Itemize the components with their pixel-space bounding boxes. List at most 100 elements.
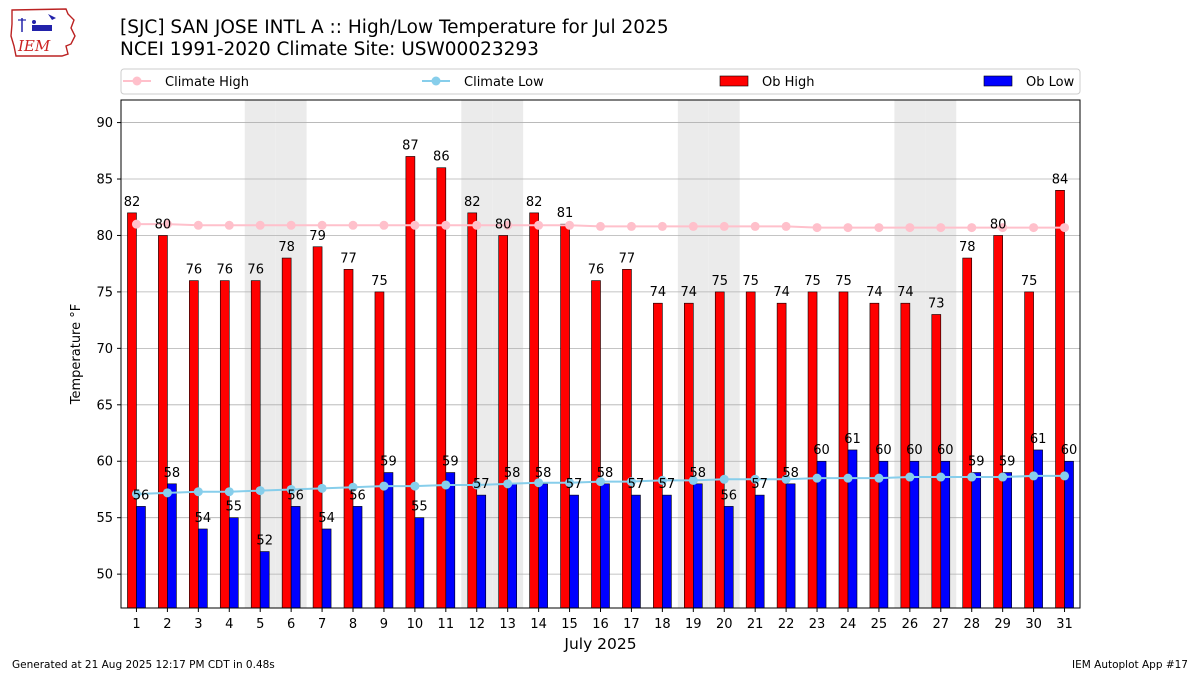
climate-low-point-22 (781, 474, 791, 484)
chart-subtitle: NCEI 1991-2020 Climate Site: USW00023293 (120, 39, 539, 60)
x-tick-label-8: 8 (349, 617, 357, 632)
iem-logo: IEM (8, 6, 80, 60)
ob-high-label-8: 77 (340, 251, 357, 266)
ob-high-bar-22 (776, 302, 787, 609)
climate-high-point-12 (472, 220, 482, 230)
ob-high-label-27: 73 (928, 296, 945, 311)
ob-low-bar-17 (631, 494, 641, 609)
ob-low-bar-15 (569, 494, 579, 609)
climate-low-point-27 (936, 472, 946, 482)
x-tick-label-17: 17 (623, 617, 640, 632)
climate-high-point-5 (255, 220, 265, 230)
ob-high-bar-14 (529, 212, 539, 609)
ob-low-bar-29 (1002, 472, 1012, 609)
climate-low-point-12 (472, 480, 482, 490)
ob-low-label-26: 60 (906, 443, 923, 458)
x-axis-label: July 2025 (563, 635, 636, 653)
ob-high-label-23: 75 (804, 274, 821, 289)
ob-low-bar-28 (971, 472, 982, 609)
x-tick-label-5: 5 (256, 617, 264, 632)
ob-low-bar-26 (909, 460, 920, 609)
ob-high-label-17: 77 (619, 251, 636, 266)
climate-low-point-14 (534, 478, 544, 488)
ob-high-label-19: 74 (681, 285, 698, 300)
ob-high-bar-21 (745, 291, 756, 609)
ob-low-label-13: 58 (504, 466, 521, 481)
ob-high-label-7: 79 (309, 229, 326, 244)
ob-low-label-9: 59 (380, 455, 397, 470)
x-tick-label-21: 21 (747, 617, 764, 632)
ob-high-bar-6 (281, 257, 292, 609)
ob-high-bar-15 (560, 223, 570, 609)
ob-high-bar-16 (591, 280, 601, 609)
ob-high-label-15: 81 (557, 206, 574, 221)
x-tick-label-18: 18 (654, 617, 671, 632)
ob-high-bar-31 (1055, 190, 1065, 609)
climate-low-point-28 (967, 472, 977, 482)
ob-high-label-9: 75 (371, 274, 388, 289)
ob-low-label-29: 59 (999, 455, 1016, 470)
ob-low-label-28: 59 (968, 455, 985, 470)
ob-high-label-16: 76 (588, 263, 605, 278)
x-tick-label-10: 10 (407, 617, 424, 632)
ob-low-label-21: 57 (751, 477, 768, 492)
ob-low-bar-18 (662, 494, 672, 609)
climate-high-point-25 (874, 223, 884, 233)
ob-high-bar-7 (312, 246, 323, 609)
ob-high-label-25: 74 (866, 285, 883, 300)
ob-low-legend-label: Ob Low (1026, 75, 1075, 90)
climate-high-point-9 (379, 220, 389, 230)
climate-low-point-18 (657, 475, 667, 485)
ob-low-bar-24 (847, 449, 858, 609)
ob-low-bar-22 (785, 483, 796, 609)
ob-low-bar-19 (693, 483, 703, 609)
ob-low-bar-21 (754, 494, 765, 609)
climate-low-point-9 (379, 481, 389, 491)
ob-high-label-24: 75 (835, 274, 852, 289)
ob-low-bar-5 (259, 551, 270, 609)
y-tick-label-75: 75 (96, 285, 113, 300)
ob-low-bar-12 (476, 494, 487, 609)
ob-low-label-6: 56 (287, 488, 304, 503)
x-tick-label-31: 31 (1056, 617, 1073, 632)
climate-high-point-18 (657, 221, 667, 231)
x-tick-label-22: 22 (778, 617, 795, 632)
ob-high-bar-19 (684, 302, 694, 609)
ob-high-bar-18 (653, 302, 663, 609)
y-tick-label-85: 85 (96, 173, 113, 188)
x-tick-label-13: 13 (499, 617, 516, 632)
ob-high-bar-2 (158, 235, 168, 609)
climate-high-point-19 (688, 221, 698, 231)
climate-high-point-10 (410, 220, 420, 230)
climate-high-point-14 (534, 220, 544, 230)
x-tick-label-14: 14 (530, 617, 547, 632)
climate-low-point-29 (998, 472, 1008, 482)
ob-low-bar-23 (816, 460, 827, 609)
ob-low-bar-3 (198, 528, 208, 609)
climate-low-point-26 (905, 472, 915, 482)
x-tick-label-28: 28 (963, 617, 980, 632)
climate-high-point-11 (441, 220, 451, 230)
climate-high-point-16 (596, 221, 605, 231)
ob-high-bar-30 (1024, 291, 1034, 609)
climate-low-point-5 (255, 486, 265, 496)
x-tick-label-7: 7 (318, 617, 326, 632)
ob-low-label-17: 57 (628, 477, 645, 492)
ob-low-bar-8 (352, 506, 363, 609)
climate-low-point-24 (843, 473, 853, 483)
ob-low-label-27: 60 (937, 443, 954, 458)
ob-high-bar-4 (219, 280, 230, 609)
ob-low-label-14: 58 (535, 466, 552, 481)
ob-low-label-8: 56 (349, 488, 366, 503)
ob-low-bar-13 (507, 483, 517, 609)
autoplot-app-label: IEM Autoplot App #17 (1072, 659, 1188, 671)
generated-timestamp: Generated at 21 Aug 2025 12:17 PM CDT in… (12, 659, 275, 671)
climate-high-point-15 (565, 220, 575, 230)
x-tick-label-16: 16 (592, 617, 609, 632)
ob-high-bar-11 (436, 167, 447, 609)
ob-low-legend-swatch (983, 75, 1013, 87)
x-tick-label-6: 6 (287, 617, 295, 632)
climate-high-point-17 (626, 221, 636, 231)
climate-high-point-8 (348, 220, 358, 230)
climate-high-legend-marker (132, 76, 142, 86)
